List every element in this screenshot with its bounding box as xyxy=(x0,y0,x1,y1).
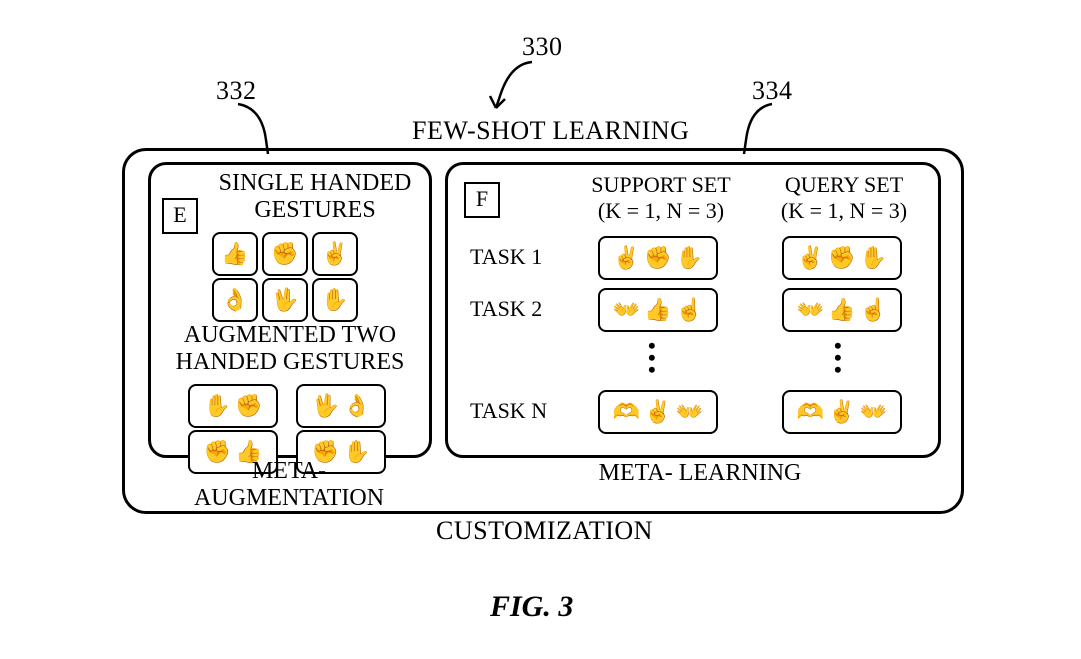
task-n-query: 🫶 ✌ 👐 xyxy=(782,390,902,434)
stage: 330 332 334 FEW-SHOT LEARNING E SINGLE H… xyxy=(0,0,1081,659)
gesture-ok: 👌 xyxy=(212,278,258,322)
gesture-fist: ✊ xyxy=(262,232,308,276)
title-top: FEW-SHOT LEARNING xyxy=(412,116,689,146)
pair-1: ✋ ✊ xyxy=(188,384,278,428)
task-2-support: 👐 👍 ☝ xyxy=(598,288,718,332)
left-h2: AUGMENTED TWO HANDED GESTURES xyxy=(156,322,424,376)
task-n-label: TASK N xyxy=(470,398,547,424)
task-1-support: ✌ ✊ ✋ xyxy=(598,236,718,280)
task-2-query: 👐 👍 ☝ xyxy=(782,288,902,332)
dots-support: ••• xyxy=(648,340,656,376)
pair-2: 🖖 👌 xyxy=(296,384,386,428)
dots-query: ••• xyxy=(834,340,842,376)
task-1-query: ✌ ✊ ✋ xyxy=(782,236,902,280)
left-h1: SINGLE HANDED GESTURES xyxy=(200,170,430,224)
gesture-vulcan: 🖖 xyxy=(262,278,308,322)
gesture-peace: ✌ xyxy=(312,232,358,276)
right-subtitle: META- LEARNING xyxy=(560,460,840,487)
left-subtitle: META- AUGMENTATION xyxy=(170,458,408,512)
support-heading: SUPPORT SET (K = 1, N = 3) xyxy=(576,172,746,224)
gesture-palm: ✋ xyxy=(312,278,358,322)
task-n-support: 🫶 ✌ 👐 xyxy=(598,390,718,434)
title-bottom: CUSTOMIZATION xyxy=(436,516,653,546)
marker-f: F xyxy=(464,182,500,218)
query-heading: QUERY SET (K = 1, N = 3) xyxy=(764,172,924,224)
figure-label: FIG. 3 xyxy=(490,590,573,624)
task-2-label: TASK 2 xyxy=(470,296,542,322)
task-1-label: TASK 1 xyxy=(470,244,542,270)
marker-e: E xyxy=(162,198,198,234)
gesture-thumbsup: 👍 xyxy=(212,232,258,276)
